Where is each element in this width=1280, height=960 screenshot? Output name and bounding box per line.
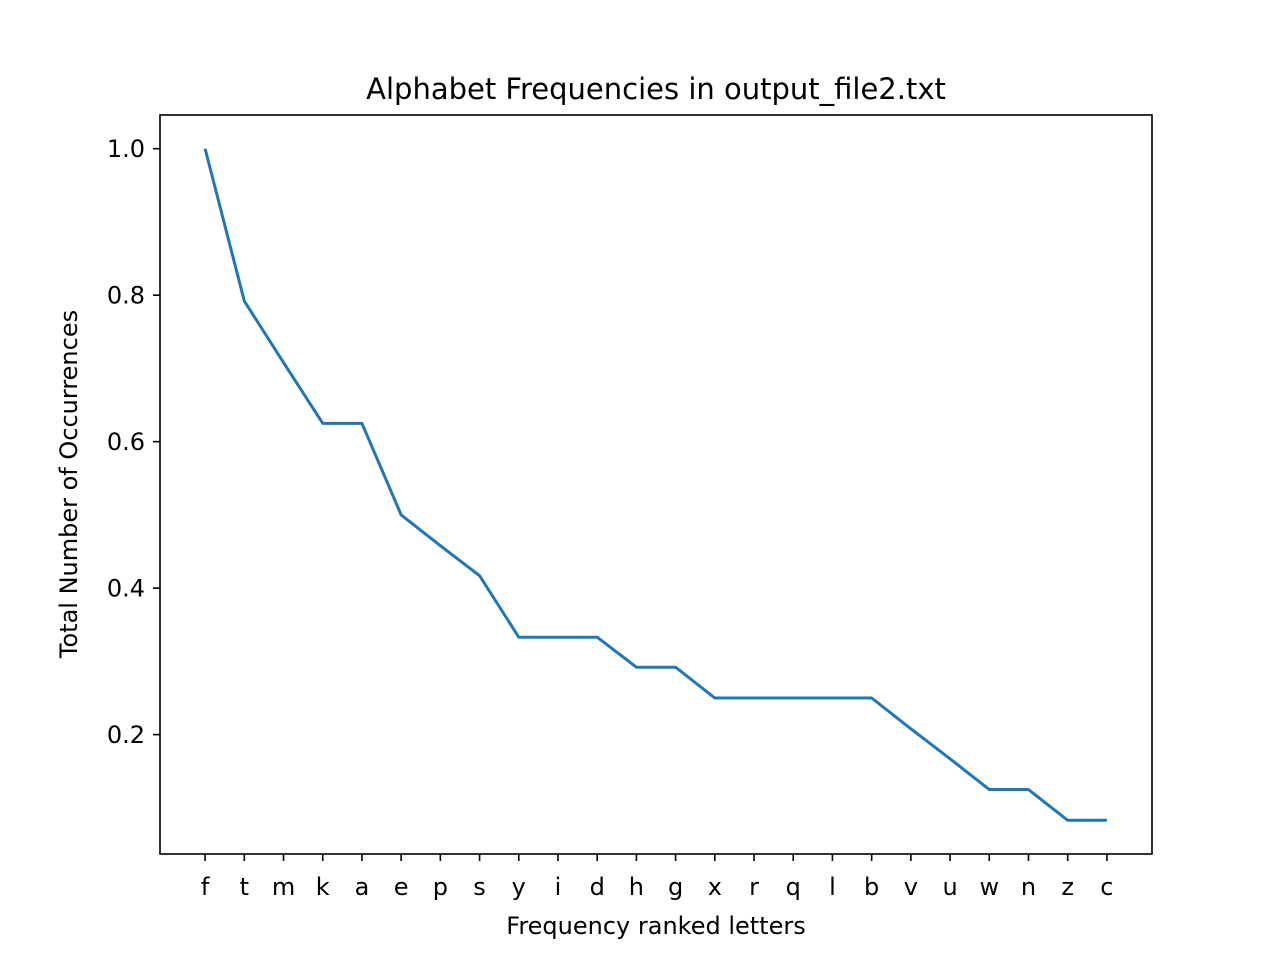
y-tick-label: 0.8 <box>107 282 145 310</box>
y-tick-label: 0.4 <box>107 575 145 603</box>
x-tick-label: k <box>316 873 330 901</box>
x-tick-label: n <box>1021 873 1036 901</box>
x-tick-label: m <box>272 873 295 901</box>
x-tick-label: w <box>979 873 999 901</box>
x-tick-label: d <box>590 873 605 901</box>
x-tick-label: t <box>240 873 249 901</box>
plot-area <box>159 114 1153 855</box>
x-tick-label: g <box>668 873 683 901</box>
x-tick-label: e <box>394 873 409 901</box>
x-tick-label: b <box>864 873 879 901</box>
x-tick-label: u <box>942 873 957 901</box>
x-tick-label: c <box>1100 873 1113 901</box>
x-tick-label: i <box>555 873 562 901</box>
x-tick-label: p <box>433 873 448 901</box>
x-tick-label: v <box>904 873 918 901</box>
x-tick-label: q <box>786 873 801 901</box>
series-line-0 <box>203 148 1107 822</box>
x-tick-label: r <box>749 873 759 901</box>
plot-frame <box>159 114 1153 855</box>
y-tick-label: 1.0 <box>107 135 145 163</box>
y-axis: 0.2 0.4 0.6 0.8 1.0 <box>107 135 160 749</box>
chart-title: Alphabet Frequencies in output_file2.txt <box>366 72 946 106</box>
y-tick-label: 0.2 <box>107 721 145 749</box>
x-tick-label: h <box>629 873 644 901</box>
x-tick-label: s <box>473 873 486 901</box>
x-tick-label: z <box>1061 873 1074 901</box>
x-tick-label: l <box>829 873 836 901</box>
x-axis-title: Frequency ranked letters <box>506 912 805 940</box>
x-tick-label: f <box>201 873 210 901</box>
y-axis-title: Total Number of Occurrences <box>55 310 83 659</box>
x-tick-label: a <box>355 873 370 901</box>
x-tick-label: x <box>708 873 722 901</box>
y-tick-label: 0.6 <box>107 428 145 456</box>
x-tick-label: y <box>512 873 526 901</box>
